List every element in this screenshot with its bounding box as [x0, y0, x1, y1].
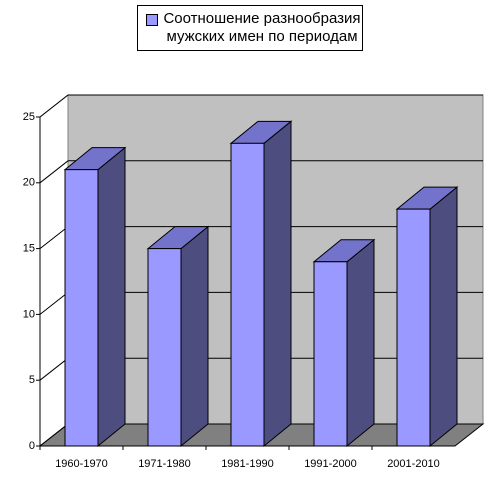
grid-line — [39, 226, 69, 249]
grid-line — [39, 357, 69, 381]
bar-side — [346, 238, 375, 448]
x-tick-label: 1960-1970 — [55, 458, 108, 470]
bar — [146, 225, 210, 448]
x-tick-label: 1981-1990 — [221, 458, 274, 470]
bar-front — [64, 169, 99, 447]
bar-side — [429, 186, 458, 448]
grid-line — [39, 94, 69, 118]
y-tick-label: 15 — [23, 243, 35, 255]
bar-front — [396, 208, 431, 447]
y-tick-label: 25 — [23, 111, 35, 123]
y-tick-label: 10 — [23, 308, 35, 320]
y-tick-label: 20 — [23, 177, 35, 189]
bar-side — [263, 120, 292, 448]
grid-line — [39, 292, 69, 315]
x-tick-label: 1991-2000 — [304, 458, 357, 470]
y-tick-label: 0 — [29, 440, 35, 452]
side-wall — [39, 93, 69, 448]
x-tick-label: 1971-1980 — [138, 458, 191, 470]
legend-swatch — [146, 14, 158, 26]
y-tick-label: 5 — [29, 374, 35, 386]
bar — [395, 186, 459, 448]
bar-side — [97, 146, 126, 448]
legend: Соотношение разнообразия мужских имен по… — [137, 5, 363, 51]
bar-front — [230, 142, 265, 447]
bar — [312, 238, 376, 448]
bar-front — [313, 261, 348, 447]
grid-line — [39, 423, 69, 447]
x-tick-label: 2001-2010 — [387, 458, 440, 470]
bar-front — [147, 248, 182, 447]
legend-label: Соотношение разнообразия мужских имен по… — [163, 10, 361, 45]
grid-line — [39, 160, 69, 184]
bar-side — [180, 225, 209, 448]
bar — [229, 120, 293, 448]
bar — [63, 146, 127, 448]
